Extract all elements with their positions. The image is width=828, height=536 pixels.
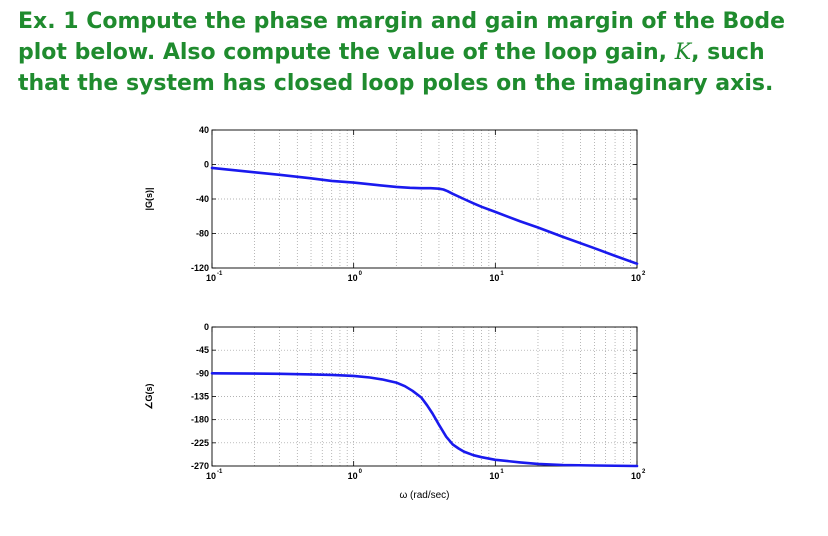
y-tick-label: 0 (204, 322, 209, 332)
x-tick-label: 10 (206, 273, 216, 283)
y-tick-label: 0 (204, 160, 209, 170)
x-tick-exponent: 0 (359, 469, 363, 475)
y-tick-label: -80 (196, 229, 209, 239)
x-tick-label: 10 (631, 471, 641, 481)
y-tick-label: -120 (191, 263, 209, 273)
plot-frame (211, 326, 638, 467)
y-axis-label: ∠G(s) (144, 383, 154, 409)
loop-gain-variable: K (674, 40, 692, 65)
x-tick-label: 10 (348, 273, 358, 283)
y-tick-label: -270 (191, 461, 209, 471)
y-tick-label: -135 (191, 392, 209, 402)
y-tick-label: -225 (191, 438, 209, 448)
exercise-statement: Ex. 1 Compute the phase margin and gain … (18, 6, 818, 99)
y-tick-label: -90 (196, 368, 209, 378)
y-tick-label: -45 (196, 345, 209, 355)
x-tick-label: 10 (489, 273, 499, 283)
x-tick-exponent: -1 (217, 469, 223, 475)
x-tick-exponent: 0 (359, 271, 363, 277)
x-tick-label: 10 (489, 471, 499, 481)
y-tick-label: 40 (199, 125, 209, 135)
series-line (210, 166, 639, 266)
y-tick-label: -180 (191, 415, 209, 425)
x-tick-exponent: 2 (642, 271, 646, 277)
y-tick-label: -40 (196, 194, 209, 204)
x-tick-label: 10 (631, 273, 641, 283)
exercise-text-part1: Compute the phase margin and gain margin… (18, 9, 786, 65)
exercise-text-part2: , such that the system has closed loop p… (18, 40, 774, 96)
x-tick-exponent: 2 (642, 469, 646, 475)
x-axis-label: ω (rad/sec) (399, 490, 449, 501)
x-tick-label: 10 (206, 471, 216, 481)
plot-frame (211, 129, 638, 269)
x-tick-label: 10 (348, 471, 358, 481)
x-tick-exponent: 1 (500, 469, 504, 475)
series-line (210, 371, 639, 468)
x-tick-exponent: -1 (217, 271, 223, 277)
x-tick-exponent: 1 (500, 271, 504, 277)
exercise-number: Ex. 1 (18, 9, 79, 34)
y-axis-label: |G(s)| (144, 187, 154, 210)
